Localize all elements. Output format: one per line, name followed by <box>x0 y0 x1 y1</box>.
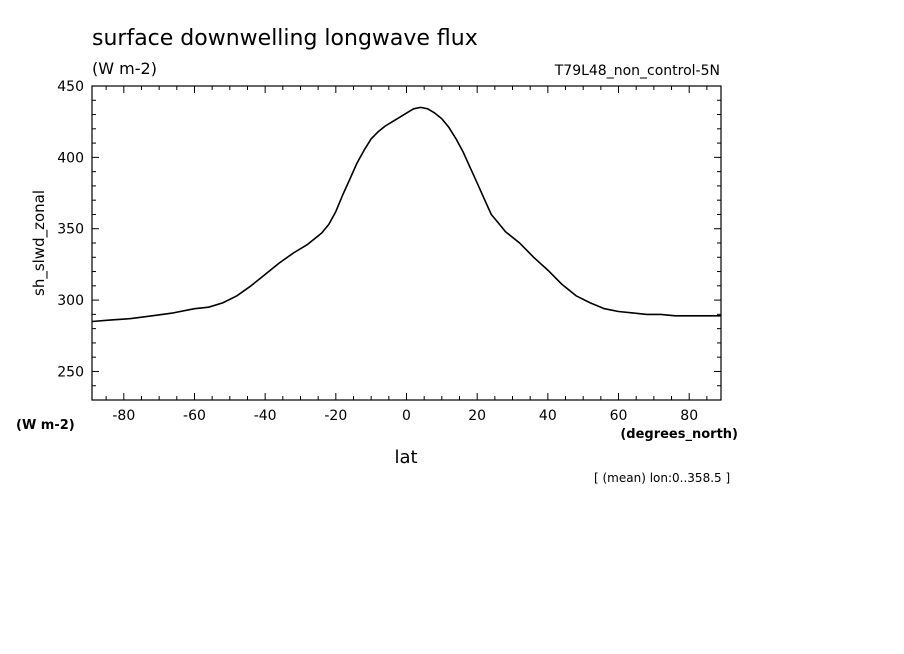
x-tick-label: 20 <box>468 408 486 424</box>
x-tick-label: 40 <box>539 408 557 424</box>
y-tick-label: 400 <box>57 150 84 166</box>
x-tick-label: 60 <box>610 408 628 424</box>
y-tick-label: 450 <box>57 79 84 95</box>
series-line <box>91 106 721 323</box>
x-axis-label: lat <box>394 447 417 468</box>
x-tick-label: -20 <box>324 408 347 424</box>
x-tick-label: -60 <box>183 408 206 424</box>
y-axis-label: sh_slwd_zonal <box>30 190 49 296</box>
plot-frame <box>91 85 722 401</box>
y-tick-label: 350 <box>57 222 84 238</box>
x-tick-labels: -80 -60 -40 -20 0 20 40 60 80 <box>112 408 698 424</box>
y-tick-label: 300 <box>57 293 84 309</box>
experiment-label: T79L48_non_control-5N <box>554 63 720 79</box>
y-axis-units: (W m-2) <box>16 418 75 433</box>
chart-title: surface downwelling longwave flux <box>92 26 478 51</box>
averaging-note: [ (mean) lon:0..358.5 ] <box>594 471 730 485</box>
y-tick-labels: 250 300 350 400 450 <box>57 79 84 380</box>
x-tick-label: -40 <box>254 408 277 424</box>
x-tick-label: -80 <box>112 408 135 424</box>
x-tick-label: 0 <box>402 408 411 424</box>
chart-units: (W m-2) <box>92 59 157 78</box>
y-tick-label: 250 <box>57 364 84 380</box>
axis-ticks <box>92 85 721 400</box>
x-tick-label: 80 <box>680 408 698 424</box>
x-axis-units: (degrees_north) <box>620 427 738 442</box>
